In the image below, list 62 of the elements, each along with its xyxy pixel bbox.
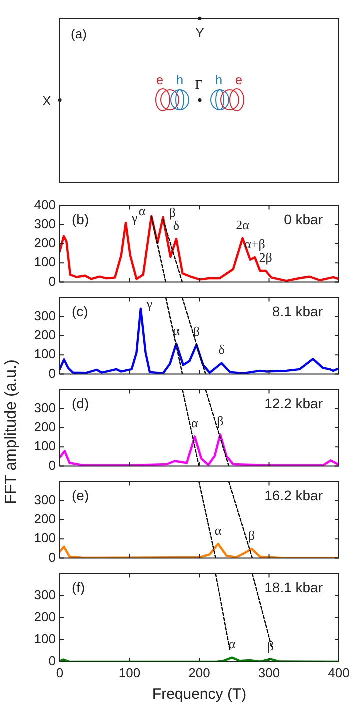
y-tick-label: 100: [34, 438, 56, 454]
y-tick-label: 200: [34, 609, 56, 624]
y-tick-label: 200: [34, 235, 56, 250]
annotation: δ: [218, 342, 225, 357]
annotation: β: [267, 638, 274, 653]
annotation: (c): [72, 303, 88, 320]
annotation: δ: [173, 218, 180, 233]
annotation: (e): [72, 487, 90, 504]
text: (a): [71, 26, 87, 42]
annotation: (b): [72, 211, 90, 228]
y-tick-label: 200: [34, 419, 56, 434]
y-tick-label: 300: [34, 400, 56, 416]
x-tick-label: 400: [328, 665, 350, 680]
annotation: β: [217, 413, 224, 428]
y-axis-title: FFT amplitude (a.u.): [3, 359, 21, 504]
y-tick-label: 0: [48, 273, 56, 288]
y-tick-label: 100: [34, 530, 56, 546]
annotation: 0 kbar: [284, 211, 324, 228]
y-tick-label: 100: [34, 346, 56, 362]
annotation: (f): [72, 579, 86, 596]
text: X: [42, 94, 52, 108]
annotation: γ: [146, 296, 153, 311]
annotation: α: [192, 415, 199, 430]
y-tick-label: 300: [34, 492, 56, 508]
x-tick-label: 200: [188, 665, 210, 680]
y-tick-label: 300: [34, 308, 56, 324]
y-tick-label: 100: [34, 631, 56, 646]
text: Γ: [195, 77, 203, 93]
y-tick-label: 0: [48, 365, 56, 380]
annotation: (d): [72, 395, 90, 412]
x-axis-title: Frequency (T): [152, 686, 247, 703]
text: e: [235, 72, 243, 88]
text: h: [215, 72, 223, 88]
annotation: α: [214, 522, 222, 538]
y-tick-label: 0: [48, 457, 56, 472]
x-tick-label: 300: [258, 665, 280, 680]
y-tick-label: 300: [34, 216, 56, 232]
annotation: β: [193, 324, 200, 339]
x-tick-label: 100: [118, 665, 141, 680]
annotation: β: [248, 528, 256, 543]
annotation: 18.1 kbar: [264, 579, 324, 596]
annotation: 8.1 kbar: [272, 303, 324, 320]
y-tick-label: 100: [34, 254, 56, 270]
text: e: [156, 72, 164, 88]
y-tick-label: 200: [34, 327, 56, 342]
y-tick-label: 300: [34, 587, 56, 602]
y-tick-label: 0: [48, 653, 56, 668]
annotation: β: [169, 204, 176, 220]
annotation: α: [173, 322, 180, 338]
y-tick-label: 400: [34, 197, 56, 212]
annotation: α: [138, 203, 146, 218]
annotation: 12.2 kbar: [264, 395, 324, 412]
annotation: α+β: [244, 236, 266, 252]
text: h: [176, 72, 184, 88]
annotation: 2β: [259, 250, 273, 265]
annotation: 16.2 kbar: [264, 487, 324, 504]
y-tick-label: 200: [34, 511, 56, 526]
y-tick-label: 0: [48, 549, 56, 564]
annotation: γ: [130, 210, 138, 226]
annotation: 2α: [236, 217, 250, 232]
annotation: α: [228, 636, 236, 652]
text: Y: [196, 26, 204, 40]
